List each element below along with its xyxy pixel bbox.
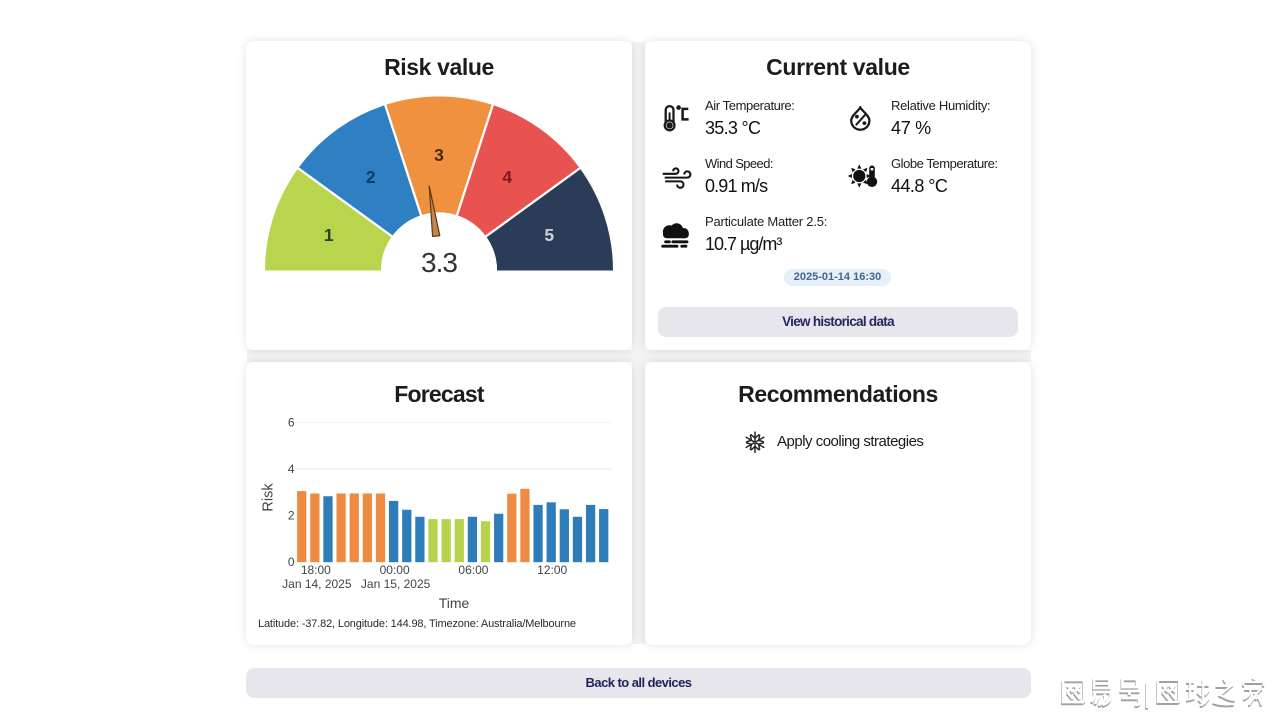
svg-text:4: 4 bbox=[288, 462, 295, 476]
svg-text:0: 0 bbox=[288, 555, 295, 569]
svg-text:6: 6 bbox=[288, 415, 295, 429]
svg-text:3: 3 bbox=[434, 145, 444, 165]
svg-text:4: 4 bbox=[502, 167, 512, 187]
svg-text:5: 5 bbox=[544, 225, 554, 245]
svg-text:Risk: Risk bbox=[261, 483, 277, 512]
svg-text:2: 2 bbox=[366, 167, 376, 187]
svg-text:00:00: 00:00 bbox=[380, 563, 410, 577]
svg-text:3.3: 3.3 bbox=[421, 247, 457, 278]
svg-text:06:00: 06:00 bbox=[458, 563, 488, 577]
svg-text:Jan 15, 2025: Jan 15, 2025 bbox=[361, 577, 431, 591]
svg-text:12:00: 12:00 bbox=[537, 563, 567, 577]
svg-text:Time: Time bbox=[439, 595, 470, 611]
svg-text:2: 2 bbox=[288, 509, 295, 523]
svg-text:Jan 14, 2025: Jan 14, 2025 bbox=[282, 577, 352, 591]
svg-text:18:00: 18:00 bbox=[301, 563, 331, 577]
svg-text:1: 1 bbox=[324, 225, 334, 245]
